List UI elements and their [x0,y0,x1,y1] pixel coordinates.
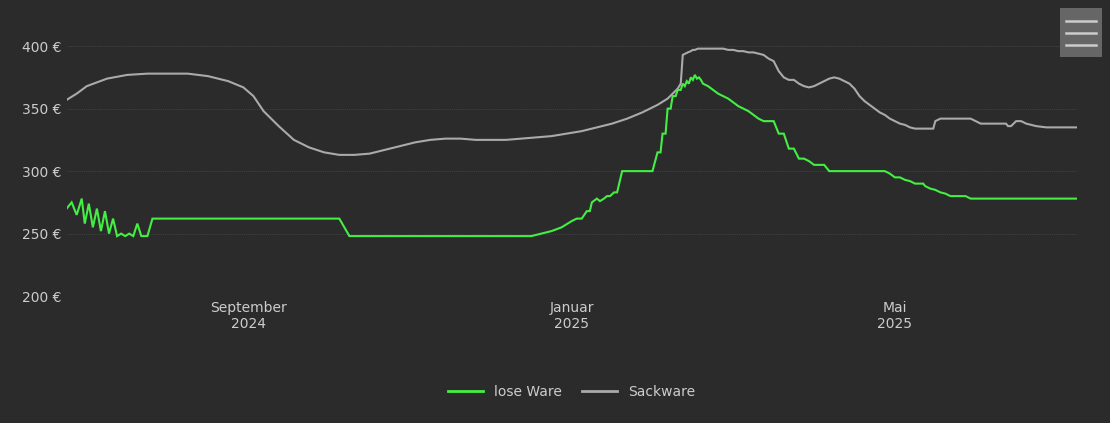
Legend: lose Ware, Sackware: lose Ware, Sackware [443,379,700,405]
